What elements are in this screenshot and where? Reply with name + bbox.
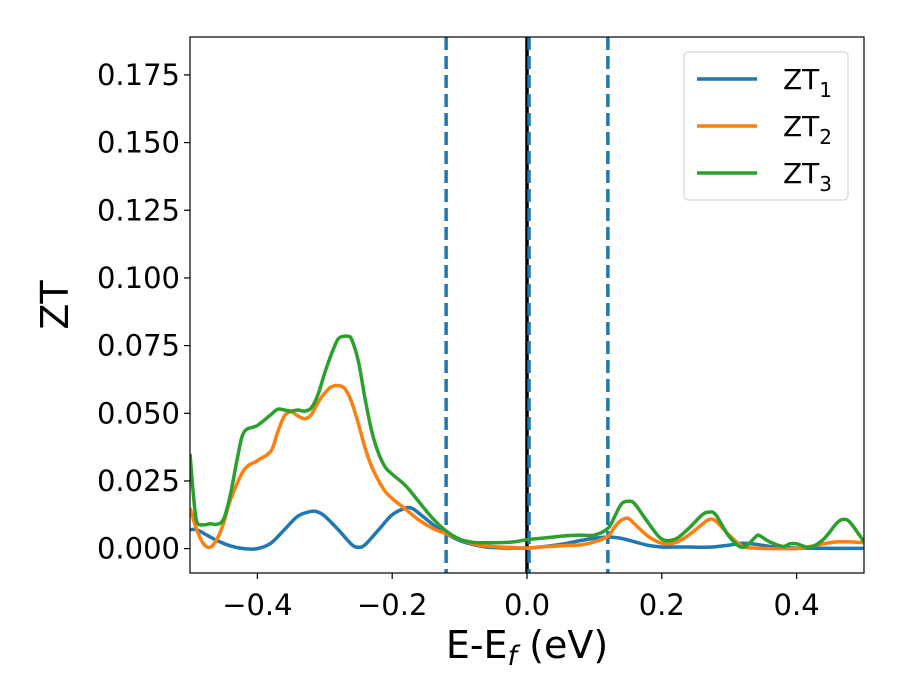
y-tick-label: 0.075 [97, 329, 180, 363]
series-line-zt3 [190, 334, 864, 550]
y-axis-ticks: 0.000 0.025 0.050 0.075 0.100 0.125 0.150 0.175 [97, 58, 190, 566]
y-tick-label: 0.150 [97, 126, 180, 160]
y-tick-label: 0.000 [97, 532, 180, 566]
x-tick-label: −0.2 [357, 588, 427, 622]
x-axis-title-main: E-E [446, 623, 508, 667]
y-tick-label: 0.175 [97, 58, 180, 92]
legend-label-zt2: ZT2 [783, 110, 832, 149]
x-axis-title: E-Ef (eV) [446, 623, 608, 672]
x-tick-label: 0.2 [639, 588, 685, 622]
y-tick-label: 0.100 [97, 261, 180, 295]
legend: ZT1 ZT2 ZT3 [683, 51, 849, 201]
legend-label-zt1: ZT1 [783, 63, 832, 102]
x-axis-title-unit: (eV) [517, 623, 608, 667]
x-tick-label: −0.4 [222, 588, 292, 622]
legend-box [683, 51, 849, 201]
y-tick-label: 0.125 [97, 193, 180, 227]
x-axis-ticks: −0.4 −0.2 0.0 0.2 0.4 [222, 573, 820, 622]
series-lines [190, 334, 864, 551]
x-tick-label: 0.0 [504, 588, 550, 622]
y-tick-label: 0.050 [97, 396, 180, 430]
reference-lines [444, 37, 610, 573]
y-axis-title: ZT [33, 280, 77, 330]
legend-label-zt3: ZT3 [783, 157, 832, 196]
x-tick-label: 0.4 [774, 588, 820, 622]
y-tick-label: 0.025 [97, 464, 180, 498]
